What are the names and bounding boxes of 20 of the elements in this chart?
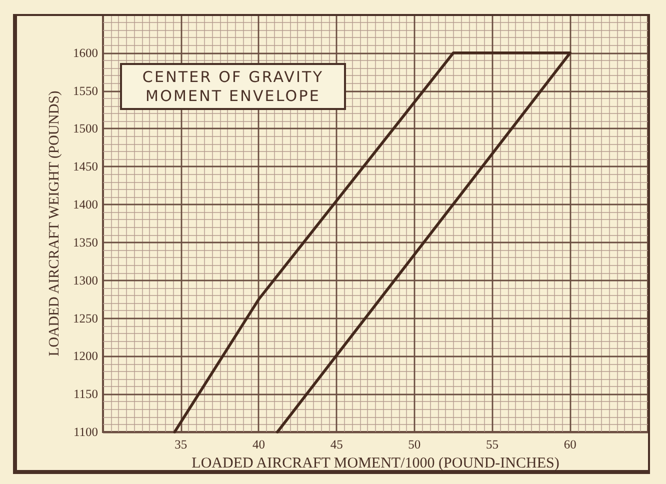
y-tick-label: 1550 [73, 84, 98, 98]
x-tick-label: 55 [486, 438, 499, 452]
x-tick-label: 45 [330, 438, 343, 452]
x-tick-label: 35 [174, 438, 188, 452]
y-tick-label: 1300 [73, 273, 98, 288]
x-tick-label: 40 [252, 438, 265, 452]
y-axis-title: LOADED AIRCRAFT WEIGHT (POUNDS) [46, 90, 62, 356]
y-tick-label: 1100 [73, 425, 98, 439]
text: CENTER OF GRAVITY MOMENT ENVELOPE [120, 63, 346, 110]
x-tick-label: 60 [564, 438, 576, 452]
y-tick-label: 1200 [73, 349, 98, 364]
y-tick-label: 1600 [73, 46, 98, 60]
y-tick-label: 1150 [73, 387, 98, 402]
x-axis-title: LOADED AIRCRAFT MOMENT/1000 (POUND-INCHES) [192, 455, 560, 472]
y-tick-label: 1350 [73, 235, 98, 250]
x-tick-label: 50 [408, 438, 421, 452]
y-tick-label: 1250 [73, 311, 98, 326]
y-tick-label: 1450 [73, 160, 98, 174]
y-tick-label: 1500 [73, 122, 98, 136]
y-tick-label: 1400 [73, 198, 98, 212]
